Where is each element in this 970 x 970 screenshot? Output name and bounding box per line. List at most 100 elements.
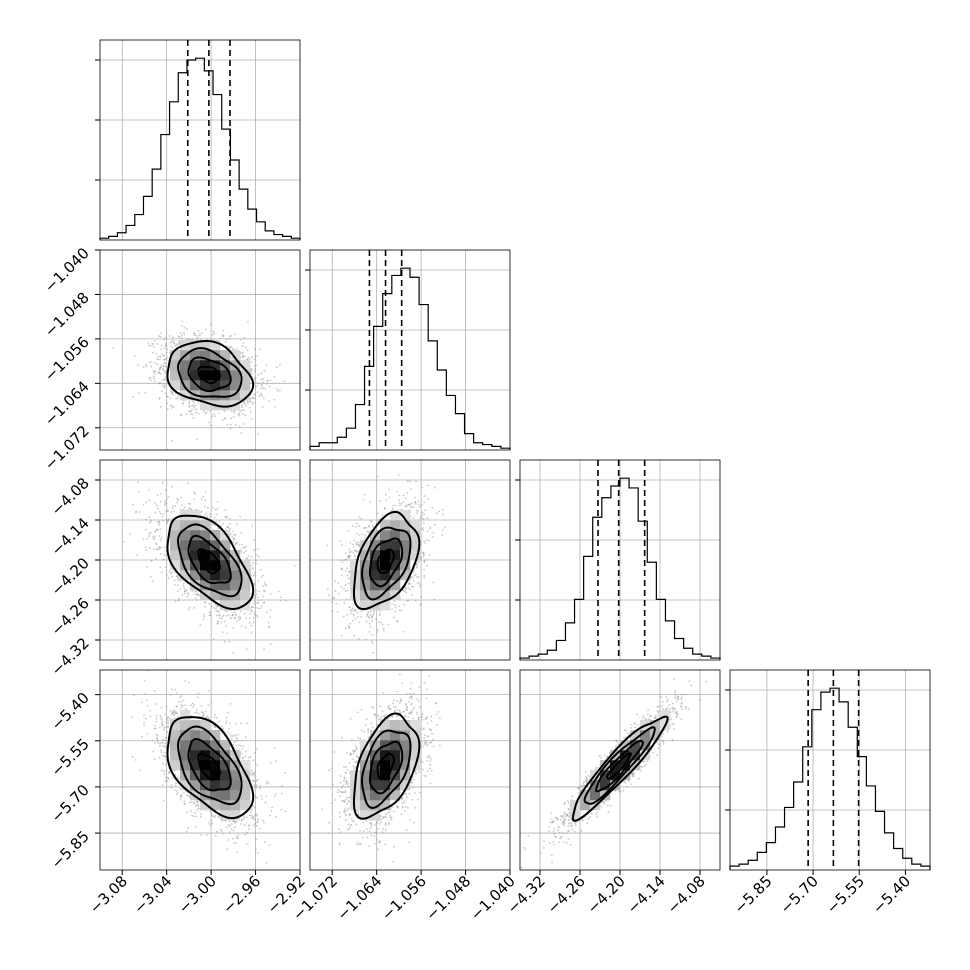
density-cell [380, 720, 391, 731]
sample-point [157, 355, 160, 358]
sample-point [168, 335, 171, 337]
sample-point [177, 778, 180, 781]
sample-point [418, 706, 421, 708]
sample-point [220, 524, 223, 527]
sample-point [408, 696, 411, 699]
sample-point [554, 835, 557, 838]
sample-point [362, 498, 365, 501]
sample-point [226, 526, 229, 529]
sample-point [687, 708, 690, 711]
sample-point [376, 828, 379, 830]
density-cell [210, 560, 221, 571]
sample-point [360, 708, 363, 711]
sample-point [672, 723, 675, 726]
density-cell [350, 800, 361, 811]
sample-point [631, 774, 634, 776]
sample-point [245, 736, 247, 738]
sample-point [217, 620, 219, 623]
sample-point [378, 822, 381, 825]
sample-point [267, 781, 270, 784]
sample-point [585, 777, 588, 780]
sample-point [247, 825, 250, 828]
sample-point [405, 591, 408, 594]
sample-point [165, 705, 168, 708]
sample-point [188, 606, 191, 609]
sample-point [187, 608, 190, 611]
scatter-panel-3-1 [309, 669, 511, 871]
density-cell [370, 740, 381, 751]
sample-point [182, 508, 185, 511]
density-cell [180, 360, 191, 371]
sample-point [170, 390, 172, 393]
sample-point [182, 585, 185, 588]
sample-point [442, 528, 444, 531]
density-cell [200, 570, 211, 581]
sample-point [397, 806, 399, 809]
density-cell [350, 560, 361, 571]
density-cell [230, 390, 241, 401]
histogram-step-line [99, 57, 301, 240]
sample-point [244, 755, 247, 758]
x-tick-label-3-2: −5.55 [823, 872, 868, 917]
sample-point [407, 582, 410, 584]
sample-point [192, 802, 195, 805]
sample-point [394, 610, 397, 613]
sample-point [258, 395, 261, 398]
sample-point [240, 548, 243, 551]
sample-point [554, 816, 557, 819]
sample-point [163, 347, 166, 350]
sample-point [427, 770, 430, 773]
density-cell [240, 380, 251, 391]
sample-point [400, 508, 403, 511]
sample-point [259, 348, 261, 351]
sample-point [441, 534, 443, 536]
sample-point [191, 706, 194, 709]
sample-point [374, 843, 376, 845]
sample-point [425, 697, 428, 700]
sample-point [371, 633, 374, 636]
sample-point [349, 541, 352, 544]
sample-point [233, 826, 236, 829]
sample-point [348, 771, 351, 774]
sample-point [352, 752, 355, 755]
density-cell [370, 780, 381, 791]
sample-point [574, 822, 577, 825]
sample-point [187, 502, 190, 505]
sample-point [380, 715, 383, 718]
density-cell [210, 760, 221, 771]
sample-point [398, 499, 400, 501]
sample-point [406, 480, 409, 483]
sample-point [253, 772, 256, 775]
sample-point [260, 372, 263, 375]
sample-point [161, 741, 164, 744]
sample-point [159, 566, 162, 569]
sample-point [264, 801, 267, 804]
sample-point [339, 790, 342, 793]
sample-point [218, 614, 220, 617]
contour-level-2 [187, 534, 232, 585]
sample-point [213, 606, 216, 609]
sample-point [344, 552, 347, 555]
contour-level-1 [606, 752, 632, 780]
sample-point [657, 747, 660, 750]
sample-point [152, 750, 155, 753]
density-cell [640, 740, 651, 751]
sample-point [418, 581, 421, 584]
sample-point [230, 417, 232, 420]
sample-point [160, 492, 162, 495]
density-cell [220, 790, 231, 801]
density-cell [170, 560, 181, 571]
sample-point [662, 733, 665, 736]
panel-background [100, 40, 300, 240]
sample-point [661, 700, 664, 703]
sample-point [203, 601, 206, 604]
sample-point [680, 693, 683, 696]
sample-point [239, 822, 242, 825]
sample-point [241, 409, 244, 412]
sample-point [171, 439, 174, 442]
sample-point [583, 781, 585, 783]
sample-point [352, 551, 355, 554]
sample-point [158, 397, 161, 400]
sample-point [255, 606, 258, 609]
density-cell [200, 580, 211, 591]
